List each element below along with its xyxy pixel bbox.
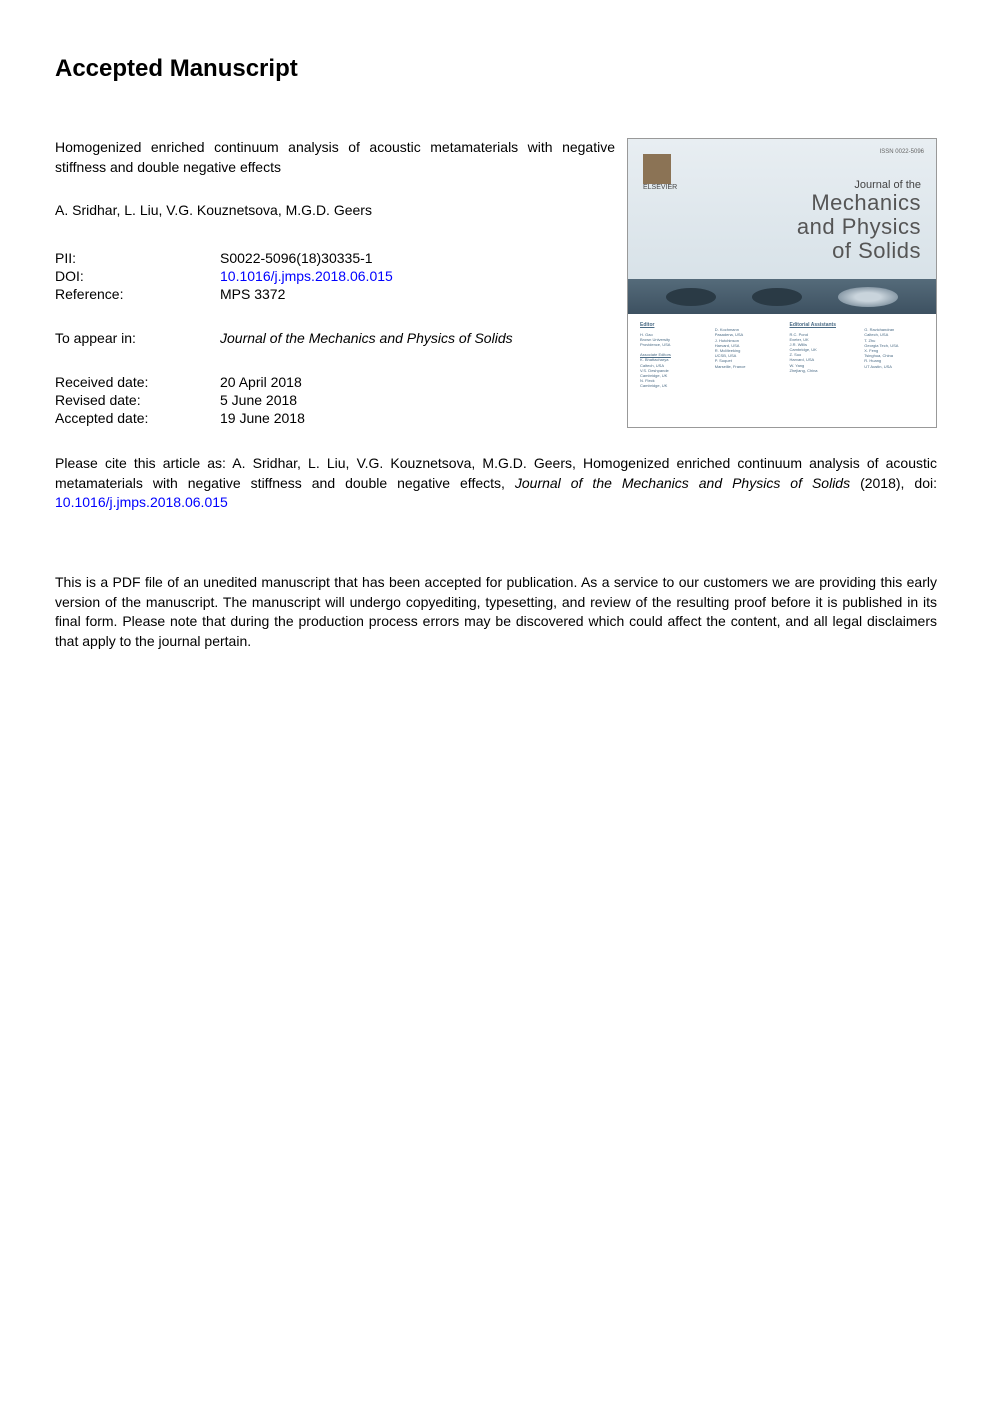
journal-value: Journal of the Mechanics and Physics of …	[220, 330, 513, 346]
cover-editor-column: Editor H. GaoBrown UniversityProvidence,…	[640, 322, 700, 419]
received-label: Received date:	[55, 374, 220, 390]
cover-shape-3	[838, 287, 898, 307]
editor-text: H. GaoBrown UniversityProvidence, USAAss…	[640, 332, 700, 389]
page-title: Accepted Manuscript	[55, 55, 937, 83]
text-column: Homogenized enriched continuum analysis …	[55, 138, 615, 426]
citation-year: (2018), doi:	[850, 475, 937, 491]
cover-title-line2: and Physics	[797, 215, 921, 239]
doi-link[interactable]: 10.1016/j.jmps.2018.06.015	[220, 268, 393, 284]
cover-addr-column: Editorial Assistants R.C. PondExeter, UK…	[790, 322, 850, 419]
cover-top-section: ELSEVIER ISSN 0022-5096 Journal of the M…	[628, 139, 936, 314]
pii-label: PII:	[55, 250, 220, 266]
journal-cover: ELSEVIER ISSN 0022-5096 Journal of the M…	[627, 138, 937, 428]
cover-divider	[628, 279, 936, 314]
cover-journal-title: Journal of the Mechanics and Physics of …	[797, 179, 921, 264]
pii-row: PII: S0022-5096(18)30335-1	[55, 250, 615, 266]
editor-header: Editor	[640, 322, 700, 330]
accepted-row: Accepted date: 19 June 2018	[55, 410, 615, 426]
revised-row: Revised date: 5 June 2018	[55, 392, 615, 408]
addr-text: R.C. PondExeter, UKJ.R. WillisCambridge,…	[790, 332, 850, 374]
cover-extra-column: G. RavichandranCaltech, USAT. ZhuGeorgia…	[864, 322, 924, 419]
journal-row: To appear in: Journal of the Mechanics a…	[55, 330, 615, 346]
elsevier-logo: ELSEVIER	[643, 154, 671, 184]
cover-shape-2	[752, 288, 802, 306]
cover-assoc-column: D. KochmannPasadena, USAJ. HutchinsonHar…	[715, 322, 775, 419]
authors: A. Sridhar, L. Liu, V.G. Kouznetsova, M.…	[55, 202, 615, 218]
reference-label: Reference:	[55, 286, 220, 302]
received-row: Received date: 20 April 2018	[55, 374, 615, 390]
dates-table: Received date: 20 April 2018 Revised dat…	[55, 374, 615, 426]
addr-header: Editorial Assistants	[790, 322, 850, 330]
citation-journal: Journal of the Mechanics and Physics of …	[515, 475, 850, 491]
revised-value: 5 June 2018	[220, 392, 297, 408]
cover-shape-1	[666, 288, 716, 306]
accepted-value: 19 June 2018	[220, 410, 305, 426]
main-content: ELSEVIER ISSN 0022-5096 Journal of the M…	[55, 138, 937, 651]
received-value: 20 April 2018	[220, 374, 302, 390]
article-title: Homogenized enriched continuum analysis …	[55, 138, 615, 177]
doi-label: DOI:	[55, 268, 220, 284]
disclaimer-text: This is a PDF file of an unedited manusc…	[55, 573, 937, 651]
cover-title-line3: of Solids	[797, 239, 921, 263]
cover-title-line1: Mechanics	[797, 191, 921, 215]
journal-label: To appear in:	[55, 330, 220, 346]
citation-doi-link[interactable]: 10.1016/j.jmps.2018.06.015	[55, 494, 228, 510]
reference-row: Reference: MPS 3372	[55, 286, 615, 302]
extra-text: G. RavichandranCaltech, USAT. ZhuGeorgia…	[864, 322, 924, 369]
accepted-label: Accepted date:	[55, 410, 220, 426]
reference-value: MPS 3372	[220, 286, 285, 302]
pii-value: S0022-5096(18)30335-1	[220, 250, 373, 266]
metadata-table: PII: S0022-5096(18)30335-1 DOI: 10.1016/…	[55, 250, 615, 302]
revised-label: Revised date:	[55, 392, 220, 408]
cover-issn: ISSN 0022-5096	[880, 149, 924, 155]
doi-row: DOI: 10.1016/j.jmps.2018.06.015	[55, 268, 615, 284]
cover-bottom-section: Editor H. GaoBrown UniversityProvidence,…	[628, 314, 936, 427]
citation-text: Please cite this article as: A. Sridhar,…	[55, 454, 937, 513]
assoc-text: D. KochmannPasadena, USAJ. HutchinsonHar…	[715, 322, 775, 369]
